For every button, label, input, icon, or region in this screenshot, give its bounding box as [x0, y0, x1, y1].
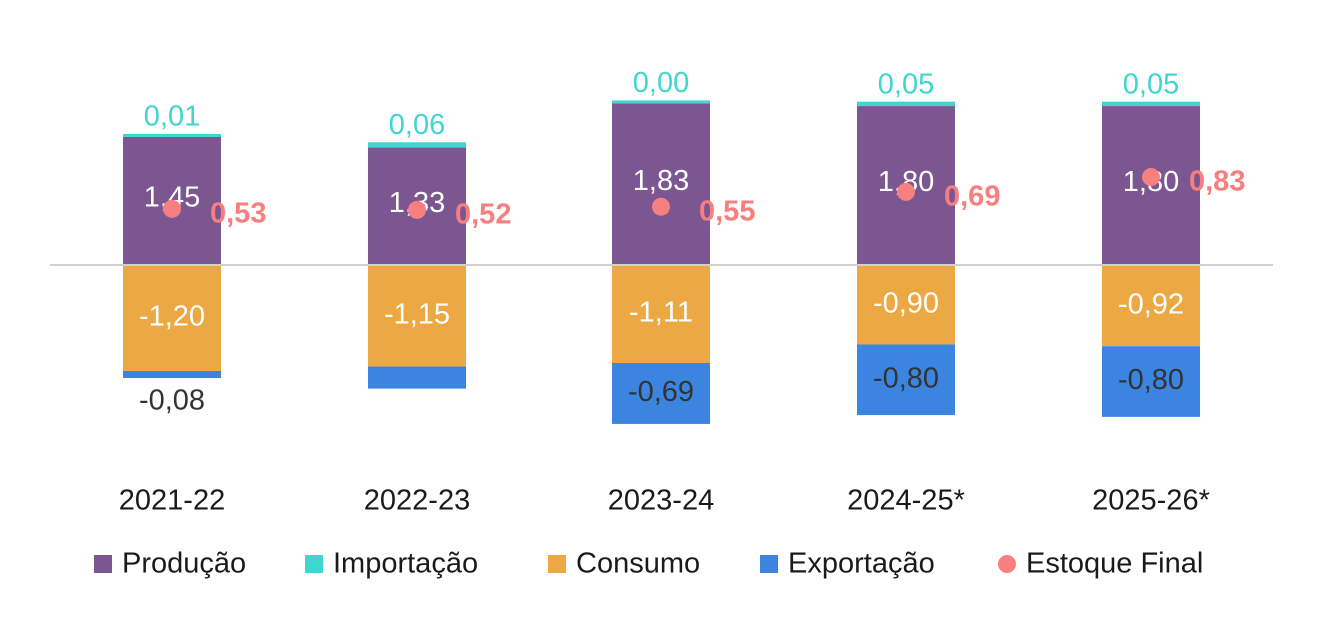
label-estoque-final: 0,53 — [210, 197, 266, 229]
label-importacao: 0,05 — [1123, 68, 1179, 100]
bar-exportacao — [612, 363, 710, 424]
legend-swatch — [548, 555, 566, 573]
legend-item: Produção — [94, 548, 246, 580]
legend: Produção Importação Consumo Exportação Estoq… — [94, 548, 1203, 580]
bar-importacao — [368, 142, 466, 148]
marker-estoque-final — [897, 182, 915, 201]
bar-exportacao — [1102, 346, 1200, 417]
bar-consumo — [123, 265, 221, 371]
label-estoque-final: 0,52 — [455, 199, 511, 231]
bar-importacao — [857, 101, 955, 107]
bars-layer — [123, 100, 1200, 424]
label-importacao: 0,05 — [878, 68, 934, 100]
legend-swatch — [94, 555, 112, 573]
marker-estoque-final — [163, 199, 181, 218]
label-importacao: 0,00 — [633, 67, 689, 99]
legend-label: Produção — [122, 548, 246, 580]
bar-consumo — [368, 265, 466, 367]
bar-consumo — [1102, 265, 1200, 347]
label-consumo: -1,11 — [629, 297, 693, 329]
data-labels-layer: 1,450,01-1,20-0,081,330,06-1,151,830,00-… — [139, 67, 1184, 417]
category-label: 2025-26* — [1092, 485, 1210, 517]
bar-importacao — [123, 133, 221, 137]
label-consumo: -1,15 — [384, 298, 450, 330]
label-estoque-final: 0,69 — [944, 181, 1000, 213]
legend-item: Importação — [305, 548, 478, 580]
marker-estoque-final — [652, 197, 670, 216]
label-exportacao: -0,80 — [1118, 364, 1184, 396]
label-importacao: 0,01 — [144, 101, 200, 133]
legend-swatch — [305, 555, 323, 573]
bar-exportacao — [857, 344, 955, 416]
bar-exportacao — [368, 366, 466, 389]
label-importacao: 0,06 — [389, 109, 445, 141]
legend-swatch — [998, 555, 1016, 573]
legend-item: Estoque Final — [998, 548, 1203, 580]
bar-importacao — [1102, 101, 1200, 107]
legend-swatch — [760, 555, 778, 573]
bar-importacao — [612, 100, 710, 104]
marker-estoque-final — [408, 200, 426, 219]
category-labels-layer: 2021-22 2022-23 2023-24 2024-25* 2025-26* — [119, 485, 1210, 517]
legend-label: Exportação — [788, 548, 935, 580]
legend-label: Estoque Final — [1026, 548, 1203, 580]
legend-item: Consumo — [548, 548, 700, 580]
label-consumo: -1,20 — [139, 301, 205, 333]
category-label: 2024-25* — [847, 485, 965, 517]
legend-item: Exportação — [760, 548, 935, 580]
legend-label: Consumo — [576, 548, 700, 580]
label-consumo: -0,90 — [873, 287, 939, 319]
label-exportacao: -0,08 — [139, 385, 205, 417]
bar-exportacao — [123, 370, 221, 379]
bar-producao — [612, 103, 710, 265]
bar-consumo — [857, 265, 955, 345]
legend-label: Importação — [333, 548, 478, 580]
label-producao: 1,83 — [633, 165, 689, 197]
marker-estoque-final — [1142, 168, 1160, 187]
label-estoque-final: 0,83 — [1189, 166, 1245, 198]
label-estoque-final: 0,55 — [699, 195, 755, 227]
bar-consumo — [612, 265, 710, 364]
label-consumo: -0,92 — [1118, 288, 1184, 320]
category-label: 2021-22 — [119, 485, 225, 517]
category-label: 2023-24 — [608, 485, 714, 517]
estoque-layer: 0,53 0,52 0,55 0,69 0,83 — [163, 166, 1245, 231]
label-exportacao: -0,69 — [628, 376, 694, 408]
category-label: 2022-23 — [364, 485, 470, 517]
label-exportacao: -0,80 — [873, 362, 939, 394]
